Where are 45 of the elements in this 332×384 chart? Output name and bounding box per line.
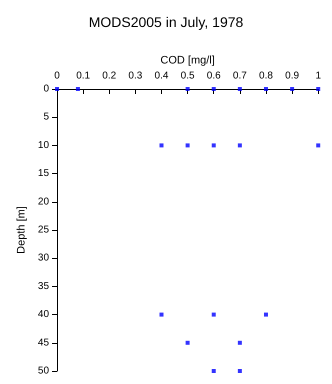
point xyxy=(212,312,216,317)
point xyxy=(238,87,242,91)
x-tick-label: 0 xyxy=(54,70,60,82)
y-tick-label: 30 xyxy=(38,252,50,264)
point xyxy=(212,369,216,373)
point xyxy=(238,340,242,345)
x-tick-label: 1 xyxy=(315,70,322,82)
point xyxy=(238,369,242,373)
point xyxy=(316,143,320,148)
y-tick-label: 40 xyxy=(38,309,50,320)
x-axis-title: COD [mg/l] xyxy=(160,54,215,67)
point xyxy=(160,312,164,317)
y-tick-label: 45 xyxy=(38,337,50,348)
x-tick-label: 0.6 xyxy=(206,70,222,82)
point xyxy=(186,340,190,345)
x-tick-label: 0.3 xyxy=(128,70,143,82)
point xyxy=(212,143,216,148)
x-tick-label: 0.1 xyxy=(76,70,91,82)
y-tick-label: 0 xyxy=(43,84,50,94)
x-tick-label: 0.7 xyxy=(232,70,248,82)
point xyxy=(264,87,268,91)
x-tick-label: 0.8 xyxy=(259,70,274,82)
x-tick-label: 0.2 xyxy=(102,70,117,82)
x-tick-label: 0.5 xyxy=(180,70,196,82)
y-tick-label: 35 xyxy=(38,280,50,292)
point xyxy=(186,87,190,91)
point xyxy=(264,312,268,317)
y-tick-label: 20 xyxy=(38,196,50,208)
x-tick-label: 0.4 xyxy=(154,70,169,82)
point xyxy=(160,143,164,148)
y-tick-label: 50 xyxy=(38,366,50,376)
y-axis-title: Depth [m] xyxy=(16,206,28,254)
point xyxy=(212,87,216,91)
y-tick-label: 25 xyxy=(38,224,50,236)
y-tick-label: 5 xyxy=(43,112,50,123)
y-tick-label: 15 xyxy=(38,168,50,180)
x-tick-label: 0.9 xyxy=(285,70,300,82)
point xyxy=(55,87,60,91)
point xyxy=(238,143,242,148)
point xyxy=(186,143,190,148)
point xyxy=(290,87,294,91)
point xyxy=(76,87,80,91)
chart-title: MODS2005 in July, 1978 xyxy=(88,14,244,30)
point xyxy=(316,87,320,91)
y-tick-label: 10 xyxy=(38,140,50,151)
